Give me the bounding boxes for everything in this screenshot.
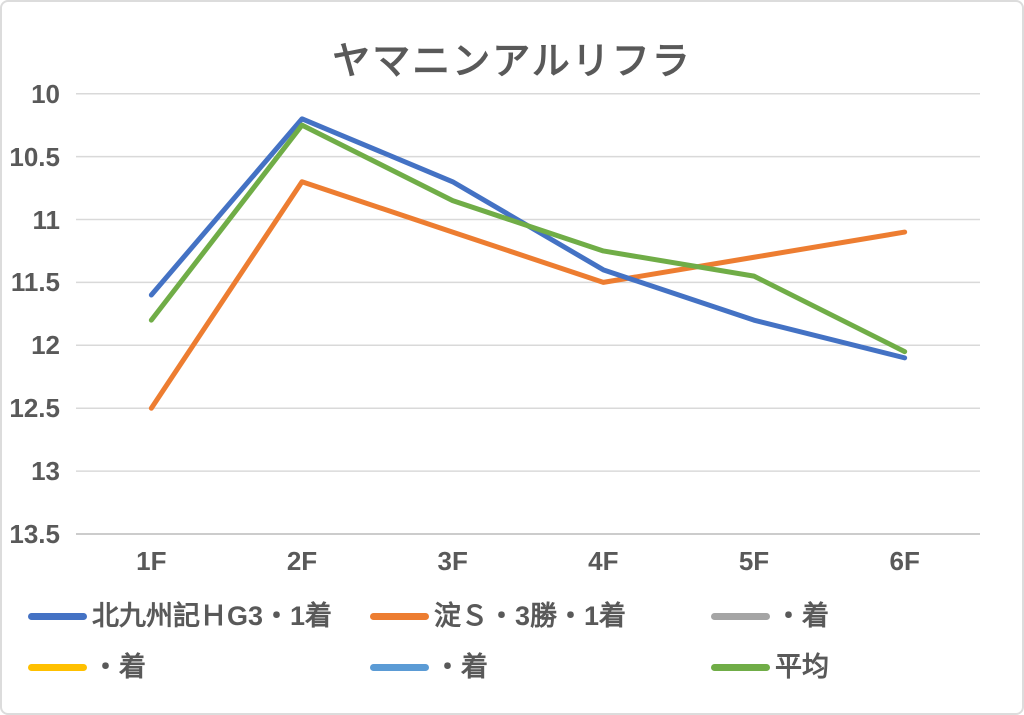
x-tick-label: 4F <box>588 546 619 576</box>
legend-label: ・着 <box>434 652 488 682</box>
legend-swatch-gray <box>711 612 770 620</box>
x-tick-label: 3F <box>437 546 468 576</box>
y-tick-label: 12.5 <box>9 393 60 424</box>
legend-label: ・着 <box>92 652 146 682</box>
legend-swatch-yellow <box>28 663 87 671</box>
legend-swatch-lightblue <box>370 663 429 671</box>
y-tick-label: 10 <box>31 78 60 109</box>
series-line-1 <box>148 179 908 411</box>
y-tick-label: 13 <box>31 456 60 487</box>
legend-swatch-orange <box>370 612 429 620</box>
legend-label: ・着 <box>775 601 829 631</box>
y-tick-label: 10.5 <box>9 141 60 172</box>
legend-item-race2: 淀Ｓ・3勝・1着 <box>370 599 626 633</box>
legend-item-empty-lightblue: ・着 <box>370 650 488 684</box>
legend-swatch-green <box>711 663 770 671</box>
y-tick-label: 13.5 <box>9 519 60 549</box>
chart-title: ヤマニンアルリフラ <box>332 41 692 83</box>
y-tick-label: 11.5 <box>10 267 60 298</box>
x-tick-label: 1F <box>136 546 167 576</box>
x-tick-label: 6F <box>889 546 920 576</box>
legend-swatch-blue <box>28 612 87 620</box>
legend-label: 淀Ｓ・3勝・1着 <box>434 601 627 631</box>
x-tick-label: 5F <box>738 546 770 576</box>
legend-label: 北九州記ＨG3・1着 <box>92 601 333 631</box>
x-tick-label: 2F <box>286 546 318 576</box>
legend-item-empty-yellow: ・着 <box>28 650 146 684</box>
y-tick-label: 11 <box>32 204 61 235</box>
series-line-5 <box>148 122 908 355</box>
legend-label: 平均 <box>775 652 829 682</box>
legend-item-average: 平均 <box>711 650 829 684</box>
y-tick-label: 12 <box>31 330 60 361</box>
legend-item-race1: 北九州記ＨG3・1着 <box>28 599 332 633</box>
legend-item-empty-gray: ・着 <box>711 599 829 633</box>
